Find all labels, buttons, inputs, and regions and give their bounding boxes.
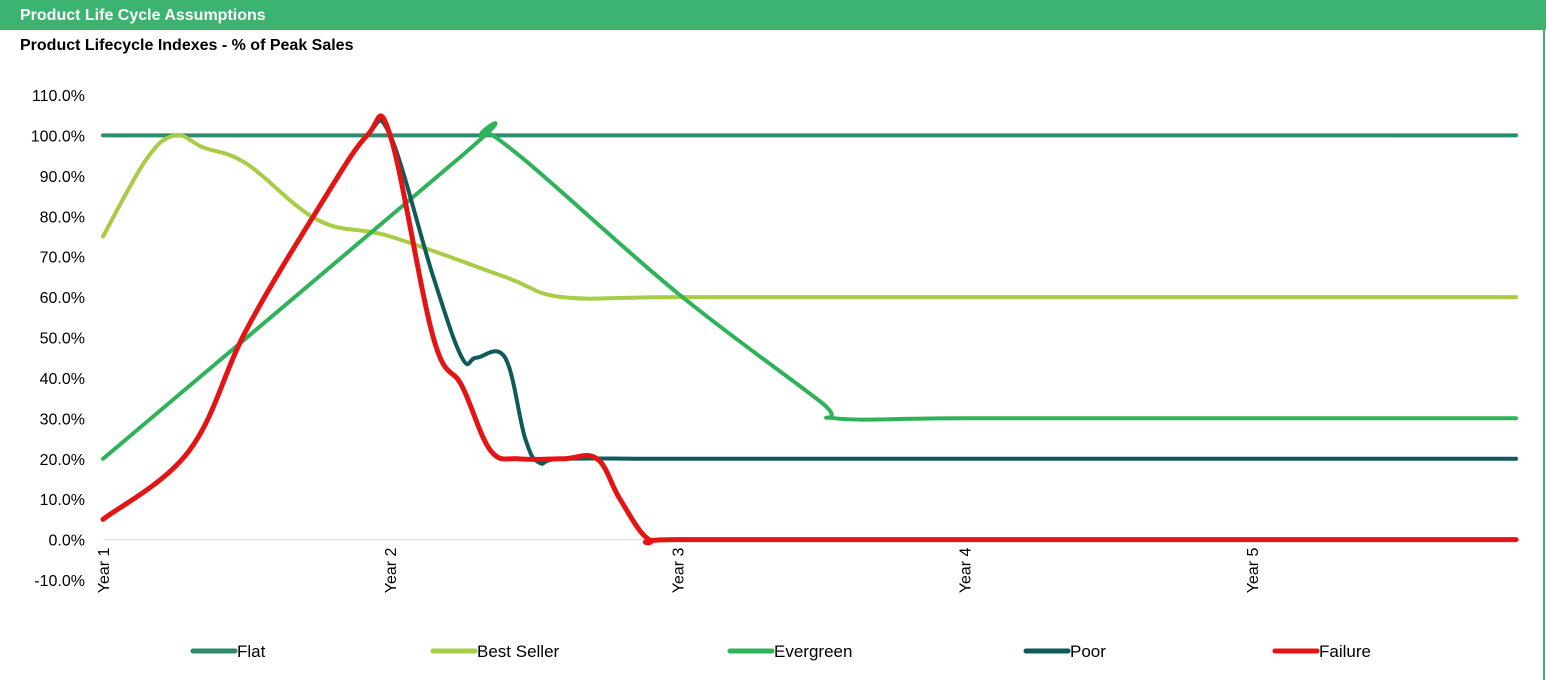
y-tick-label: 40.0% [40,371,85,388]
x-tick-label: Year 4 [958,547,975,593]
y-tick-label: 0.0% [49,533,85,550]
legend-label-flat: Flat [237,642,266,661]
legend-label-best-seller: Best Seller [477,642,560,661]
y-tick-label: 90.0% [40,169,85,186]
chart-title: Product Lifecycle Indexes - % of Peak Sa… [20,37,354,54]
x-tick-label: Year 2 [383,547,400,593]
header-title: Product Life Cycle Assumptions [20,7,266,24]
y-tick-label: 10.0% [40,492,85,509]
y-axis-ticks: 110.0% 100.0% 90.0% 80.0% 70.0% 60.0% 50.0% 40.… [31,88,85,590]
series-lines [100,113,1519,546]
legend: Flat Best Seller Evergreen Poor Failure [190,642,1371,661]
series-line-poor [101,118,1518,522]
x-tick-label: Year 1 [96,547,113,593]
y-tick-label: 110.0% [32,88,85,105]
x-tick-label: Year 5 [1245,547,1262,593]
x-axis-ticks: Year 1 Year 2 Year 3 Year 4 Year 5 [96,547,1262,593]
y-tick-label: 80.0% [40,209,85,226]
y-tick-label: 70.0% [40,250,85,267]
y-tick-label: 100.0% [31,128,85,145]
x-tick-label: Year 3 [670,547,687,593]
series-line-best-seller [101,133,1518,301]
y-tick-label: 20.0% [40,452,85,469]
legend-label-evergreen: Evergreen [774,642,852,661]
y-tick-label: 30.0% [40,411,85,428]
legend-label-failure: Failure [1319,642,1371,661]
frame-border [1543,30,1545,680]
y-tick-label: -10.0% [34,573,85,590]
series-line-failure [100,113,1519,546]
y-tick-label: 60.0% [40,290,85,307]
y-tick-label: 50.0% [40,331,85,348]
header-bar: Product Life Cycle Assumptions [0,0,1546,30]
series-line-evergreen [101,121,1518,461]
legend-label-poor: Poor [1070,642,1106,661]
